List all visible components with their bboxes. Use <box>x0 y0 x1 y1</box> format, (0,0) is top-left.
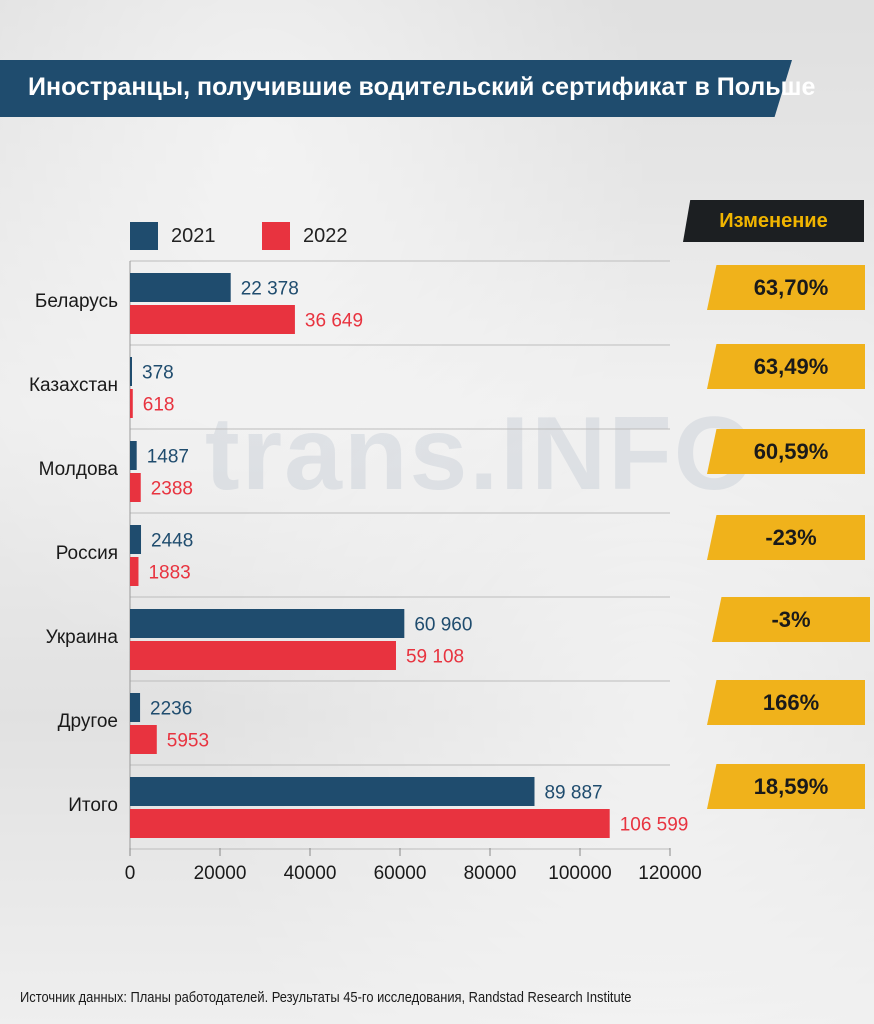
change-badge-text: -23% <box>765 525 817 550</box>
bar-2022 <box>130 725 157 754</box>
change-badge-text: 166% <box>762 690 820 715</box>
data-label-2021: 1487 <box>147 447 189 468</box>
x-tick-label: 40000 <box>284 863 337 884</box>
bar-2021 <box>130 609 405 638</box>
bar-2021 <box>130 441 137 470</box>
change-badge <box>707 344 865 389</box>
category-label: Итого <box>68 795 118 816</box>
category-label: Другое <box>58 711 118 732</box>
change-badge <box>712 597 870 642</box>
change-badge <box>707 265 865 310</box>
title-bar <box>0 60 792 117</box>
legend-label-2022: 2022 <box>303 225 348 247</box>
bar-2021 <box>130 525 142 554</box>
change-badge-text: 63,70% <box>753 275 829 300</box>
change-badge-text: 63,49% <box>753 354 829 379</box>
data-label-2022: 5953 <box>167 731 209 752</box>
data-label-2021: 378 <box>142 363 174 384</box>
data-label-2021: 2448 <box>151 531 193 552</box>
category-label: Украина <box>46 627 119 648</box>
data-label-2022: 59 108 <box>406 647 464 668</box>
change-badge <box>707 680 865 725</box>
change-header: Изменение <box>719 210 828 232</box>
data-label-2022: 106 599 <box>620 815 689 836</box>
bar-2022 <box>130 557 139 586</box>
data-label-2022: 1883 <box>148 563 190 584</box>
bar-2021 <box>130 777 535 806</box>
bar-2022 <box>130 641 396 670</box>
change-badge-text: 18,59% <box>753 774 829 799</box>
x-tick-label: 60000 <box>374 863 427 884</box>
change-badge <box>707 515 865 560</box>
category-label: Казахстан <box>29 375 118 396</box>
category-label: Молдова <box>39 459 119 480</box>
change-badge-text: 60,59% <box>753 439 829 464</box>
change-badge-text: -3% <box>771 607 811 632</box>
data-label-2021: 22 378 <box>241 279 299 300</box>
x-tick-label: 80000 <box>464 863 517 884</box>
legend-label-2021: 2021 <box>171 225 216 247</box>
bar-2022 <box>130 809 610 838</box>
source-note: Источник данных: Планы работодателей. Ре… <box>20 989 632 1006</box>
data-label-2022: 618 <box>143 395 175 416</box>
data-label-2022: 2388 <box>151 479 193 500</box>
category-label: Беларусь <box>35 291 118 312</box>
change-badge <box>707 429 865 474</box>
data-label-2021: 60 960 <box>414 615 472 636</box>
category-label: Россия <box>56 543 118 564</box>
legend-swatch-2021 <box>130 222 158 250</box>
legend-swatch-2022 <box>262 222 290 250</box>
bar-2022 <box>130 305 295 334</box>
bar-2022 <box>130 389 133 418</box>
bar-2022 <box>130 473 141 502</box>
chart-title: Иностранцы, получившие водительский серт… <box>28 73 816 101</box>
bar-2021 <box>130 273 231 302</box>
x-tick-label: 120000 <box>638 863 701 884</box>
bar-2021 <box>130 693 141 722</box>
change-badge <box>707 764 865 809</box>
bar-2021 <box>130 357 132 386</box>
data-label-2022: 36 649 <box>305 311 363 332</box>
data-label-2021: 89 887 <box>544 783 602 804</box>
x-tick-label: 100000 <box>548 863 611 884</box>
x-tick-label: 0 <box>125 863 136 884</box>
x-tick-label: 20000 <box>194 863 247 884</box>
data-label-2021: 2236 <box>150 699 192 720</box>
change-header-bg <box>683 200 864 242</box>
